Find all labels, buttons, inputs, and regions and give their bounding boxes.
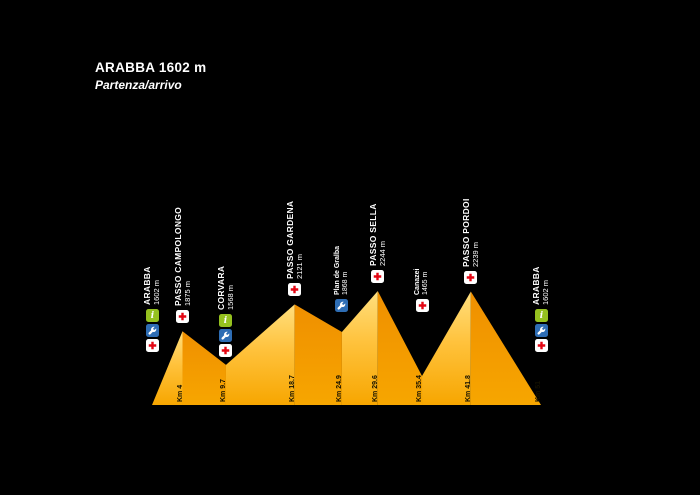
red-cross-glyph <box>178 312 187 321</box>
stop-label: PASSO GARDENA 2121 m <box>285 200 304 279</box>
bike-service-icon <box>535 324 548 337</box>
km-marker: Km 41.8 <box>465 375 472 402</box>
stop-name: PASSO PORDOI <box>461 198 471 267</box>
stop-name: CORVARA <box>216 265 226 310</box>
descent-face <box>377 290 423 405</box>
stop-icon-stack: i <box>146 309 159 352</box>
descent-face <box>470 291 541 405</box>
first-aid-icon <box>416 299 429 312</box>
red-cross-glyph <box>537 341 546 350</box>
title-block: ARABBA 1602 m Partenza/arrivo <box>95 60 206 92</box>
info-point-icon: i <box>535 309 548 322</box>
stop-label: PASSO CAMPOLONGO 1875 m <box>173 206 192 306</box>
stop-altitude: 1875 m <box>183 280 192 306</box>
red-cross-glyph <box>290 285 299 294</box>
page-subtitle: Partenza/arrivo <box>95 78 182 92</box>
first-aid-icon <box>535 339 548 352</box>
km-marker: Km 9.7 <box>220 379 227 402</box>
ascent-face <box>225 304 295 405</box>
first-aid-icon <box>146 339 159 352</box>
stop-label: Plan de Gralba 1868 m <box>334 246 350 295</box>
bike-service-icon <box>335 299 348 312</box>
stop-name: ARABBA <box>531 266 541 305</box>
wrench-glyph <box>221 331 230 340</box>
mountain-faces <box>152 290 541 405</box>
ascent-face <box>341 290 378 405</box>
stop-icon-stack <box>335 299 348 312</box>
first-aid-icon <box>464 271 477 284</box>
stop-altitude: 1868 m <box>342 271 349 295</box>
stop-name: Plan de Gralba <box>334 245 341 295</box>
stop-label: PASSO SELLA 2244 m <box>368 203 387 266</box>
ascent-face <box>422 291 471 405</box>
stop-altitude: 1465 m <box>422 271 429 295</box>
stop-altitude: 2244 m <box>378 240 387 266</box>
stop-name: ARABBA <box>142 266 152 305</box>
stop-label: ARABBA 1602 m <box>531 266 550 305</box>
red-cross-glyph <box>418 301 427 310</box>
bike-service-icon <box>146 324 159 337</box>
stop-altitude: 1568 m <box>226 284 235 310</box>
stop-altitude: 1602 m <box>541 279 550 305</box>
first-aid-icon <box>371 270 384 283</box>
ascent-face <box>152 331 183 405</box>
wrench-glyph <box>337 301 346 310</box>
wrench-glyph <box>148 326 157 335</box>
info-point-icon: i <box>146 309 159 322</box>
stop-label: PASSO PORDOI 2239 m <box>461 198 480 267</box>
red-cross-glyph <box>221 346 230 355</box>
bike-service-icon <box>219 329 232 342</box>
stop-label: CORVARA 1568 m <box>216 265 235 310</box>
red-cross-glyph <box>373 272 382 281</box>
page-title: ARABBA 1602 m <box>95 60 207 75</box>
km-marker: Km 4 <box>177 384 184 402</box>
stop-name: Canazei <box>414 268 421 295</box>
stop-name: PASSO CAMPOLONGO <box>173 206 183 306</box>
stop-name: PASSO SELLA <box>368 203 378 266</box>
red-cross-glyph <box>466 273 475 282</box>
km-marker: Km 51 <box>535 380 542 402</box>
stop-icon-stack <box>464 271 477 284</box>
stop-label: Canazei 1465 m <box>414 269 430 295</box>
info-point-icon: i <box>219 314 232 327</box>
stop-label: ARABBA 1602 m <box>142 266 161 305</box>
first-aid-icon <box>219 344 232 357</box>
stop-altitude: 1602 m <box>152 279 161 305</box>
wrench-glyph <box>537 326 546 335</box>
red-cross-glyph <box>148 341 157 350</box>
km-marker: Km 29.6 <box>372 375 379 402</box>
stop-icon-stack <box>176 310 189 323</box>
stop-altitude: 2121 m <box>295 253 304 279</box>
first-aid-icon <box>176 310 189 323</box>
stop-icon-stack <box>416 299 429 312</box>
descent-face <box>294 304 342 405</box>
stop-icon-stack: i <box>219 314 232 357</box>
stop-icon-stack <box>288 283 301 296</box>
descent-face <box>182 331 226 405</box>
stop-icon-stack <box>371 270 384 283</box>
stop-altitude: 2239 m <box>471 241 480 267</box>
km-marker: Km 24.9 <box>336 375 343 402</box>
km-marker: Km 35.4 <box>416 375 423 402</box>
first-aid-icon <box>288 283 301 296</box>
km-marker: Km 18.7 <box>289 375 296 402</box>
stop-icon-stack: i <box>535 309 548 352</box>
stop-name: PASSO GARDENA <box>285 200 295 279</box>
